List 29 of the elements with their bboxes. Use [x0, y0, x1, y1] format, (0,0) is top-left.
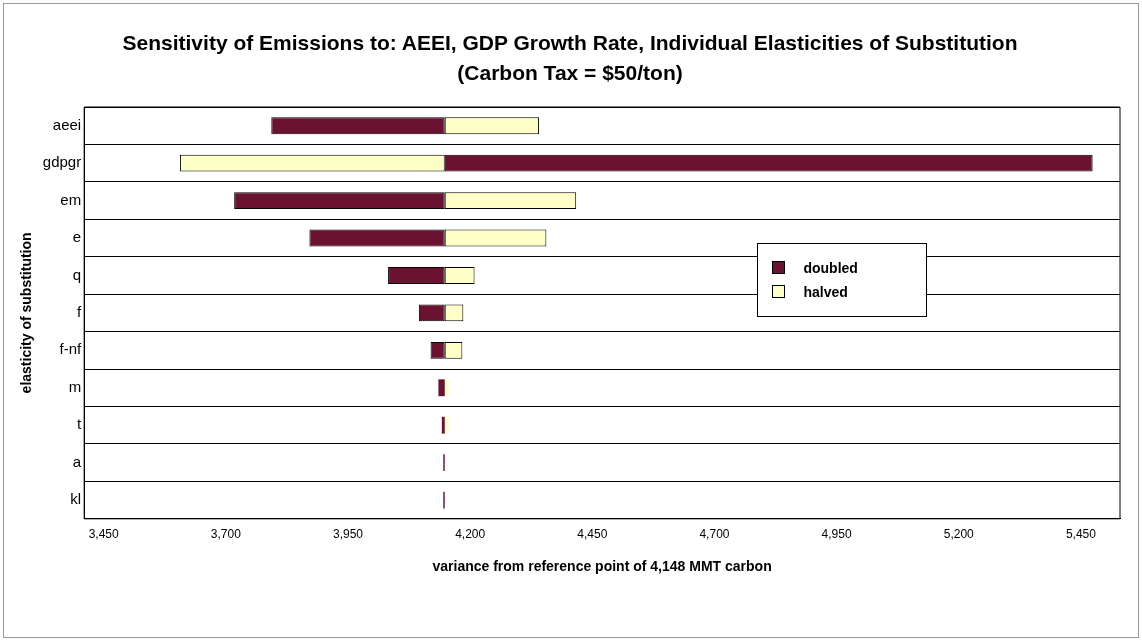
y-tick-label: q	[72, 265, 82, 283]
y-tick-label: m	[68, 377, 82, 395]
x-tick-label: 5,450	[1065, 527, 1097, 542]
x-tick-label: 3,950	[332, 527, 364, 542]
x-tick-label: 3,450	[88, 527, 120, 542]
y-tick-label: f-nf	[59, 340, 82, 358]
x-axis-title: variance from reference point of 4,148 MMT carbon	[432, 558, 772, 575]
y-tick-label: e	[72, 228, 82, 246]
x-tick-label: 4,450	[577, 527, 608, 542]
y-tick-label: em	[60, 190, 82, 208]
legend-label: doubled	[803, 259, 858, 276]
x-tick-label: 5,200	[943, 527, 975, 542]
x-tick-label: 3,700	[210, 527, 242, 542]
bar	[438, 379, 445, 397]
y-tick-label: a	[72, 452, 82, 470]
x-tick-label: 4,700	[699, 527, 730, 542]
legend-label: halved	[803, 283, 848, 300]
y-tick-label: aeei	[52, 115, 82, 133]
y-tick-label: gdpgr	[42, 153, 82, 171]
bar	[444, 379, 449, 397]
bar	[444, 416, 449, 434]
x-tick-label: 4,200	[455, 527, 486, 542]
y-tick-label: kl	[70, 490, 82, 508]
bar	[441, 416, 445, 434]
x-tick-label: 4,950	[821, 527, 852, 542]
y-tick-label: f	[76, 303, 82, 321]
y-axis-title: elasticity of substitution	[18, 232, 35, 394]
chart-title: Sensitivity of Emissions to: AEEI, GDP Growth Rate, Individual Elasticities of Substitution (Carbon Tax = $50/ton)	[121, 30, 1019, 86]
y-tick-label: t	[76, 415, 82, 433]
